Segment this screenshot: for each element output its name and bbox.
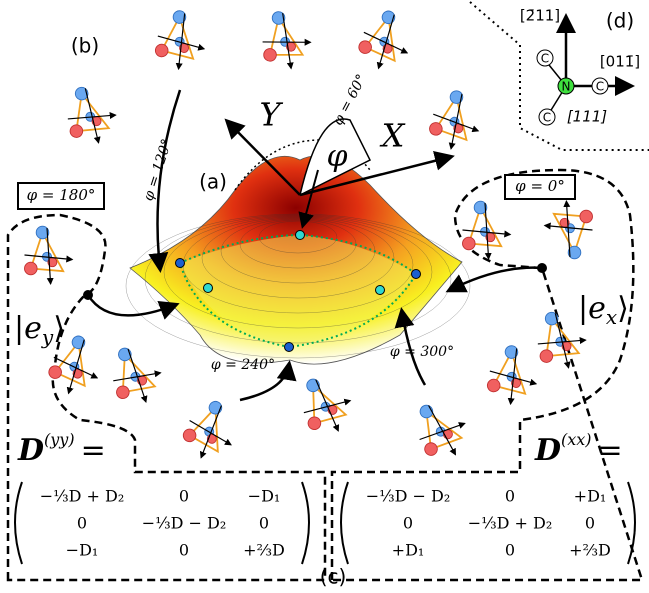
matrix-entry: 0 [505, 541, 515, 560]
molecule [25, 226, 73, 284]
molecule-atom [380, 9, 396, 25]
molecule [177, 394, 245, 466]
matrix-entry: 0 [403, 514, 413, 533]
matrix-entry: 0 [505, 487, 515, 506]
state-ey: |ey⟩ [14, 311, 65, 349]
angle-label: φ = 180° [27, 186, 96, 204]
matrix-entry: 0 [179, 487, 189, 506]
matrix-entry: 0 [259, 514, 269, 533]
molecule-atom [428, 121, 443, 136]
matrix-entry: +⅔D [243, 541, 285, 560]
direction-label: [011̄] [600, 53, 640, 71]
molecule [260, 9, 313, 71]
molecule-atom [25, 262, 38, 275]
anchor-dot [83, 290, 93, 300]
molecule [63, 82, 120, 147]
matrix-entry: −⅓D + D₂ [468, 514, 553, 533]
molecule-atom [47, 364, 63, 380]
panel-label: (d) [606, 9, 634, 33]
direction-label: [111] [567, 108, 607, 126]
molecule-atom [69, 124, 84, 139]
bracket [341, 482, 348, 564]
direction-label: [2̄11] [520, 7, 560, 25]
atom-label: C [541, 52, 549, 66]
molecule [294, 369, 359, 439]
molecule [463, 201, 511, 259]
phi-label: φ [326, 139, 347, 174]
matrix-entry: +⅔D [569, 541, 611, 560]
bracket [302, 482, 309, 564]
matrix-superscript: (yy) [44, 430, 75, 449]
molecule-atom [486, 378, 501, 393]
matrix-label: D(xx) = [534, 430, 623, 469]
panel-label: (b) [71, 34, 99, 58]
angle-label: φ = 300° [390, 344, 454, 360]
molecule-atom [70, 334, 86, 350]
molecule-atom [154, 43, 169, 58]
molecule [354, 5, 419, 75]
energy-surface [126, 140, 470, 364]
molecule [106, 341, 167, 409]
molecule [426, 86, 487, 154]
bracket [15, 482, 22, 564]
matrix-symbol: D [17, 433, 44, 468]
state-ex: |ex⟩ [578, 291, 629, 329]
atom-label: N [562, 80, 571, 94]
matrix-label: D(yy) = [17, 430, 106, 469]
atom-label: C [543, 111, 551, 125]
molecule-atom [580, 210, 593, 223]
panel-label: (a) [199, 170, 227, 194]
matrix-equals: = [81, 433, 106, 468]
axis-x-label: X [379, 117, 406, 155]
anchor-dot [537, 263, 547, 273]
figure: Y X φ (b) (a) (c) (d) φ = 180° φ = 0° φ … [0, 0, 649, 593]
matrix-equals: = [598, 433, 623, 468]
angle-label: φ = 240° [211, 357, 275, 373]
molecule-atom [423, 441, 440, 458]
atom-label: C [596, 80, 604, 94]
matrix-entry: +D₁ [574, 487, 607, 506]
molecule [153, 8, 210, 73]
molecule-atom [115, 385, 130, 400]
matrix-entry: 0 [585, 514, 595, 533]
angle-label: φ = 0° [515, 177, 565, 195]
matrix-entry: 0 [77, 514, 87, 533]
molecule-atom [357, 39, 373, 55]
molecule [407, 393, 475, 465]
matrix-entry: −⅓D − D₂ [142, 514, 227, 533]
matrix-superscript: (xx) [561, 430, 592, 449]
molecule [485, 343, 542, 408]
molecule [545, 201, 593, 259]
matrix-entry: −D₁ [66, 541, 99, 560]
axis-y-label: Y [259, 96, 283, 134]
molecule-atom [463, 237, 476, 250]
matrix-symbol: D [534, 433, 561, 468]
matrix-entry: 0 [179, 541, 189, 560]
molecule-atom [306, 415, 322, 431]
panel-label: (c) [320, 565, 347, 589]
molecule-atom [539, 349, 554, 364]
matrix-entry: −⅓D + D₂ [40, 487, 125, 506]
matrix-entry: −D₁ [248, 487, 281, 506]
matrix-entry: −⅓D − D₂ [366, 487, 451, 506]
molecule-atom [263, 48, 277, 62]
matrix-entry: +D₁ [392, 541, 425, 560]
